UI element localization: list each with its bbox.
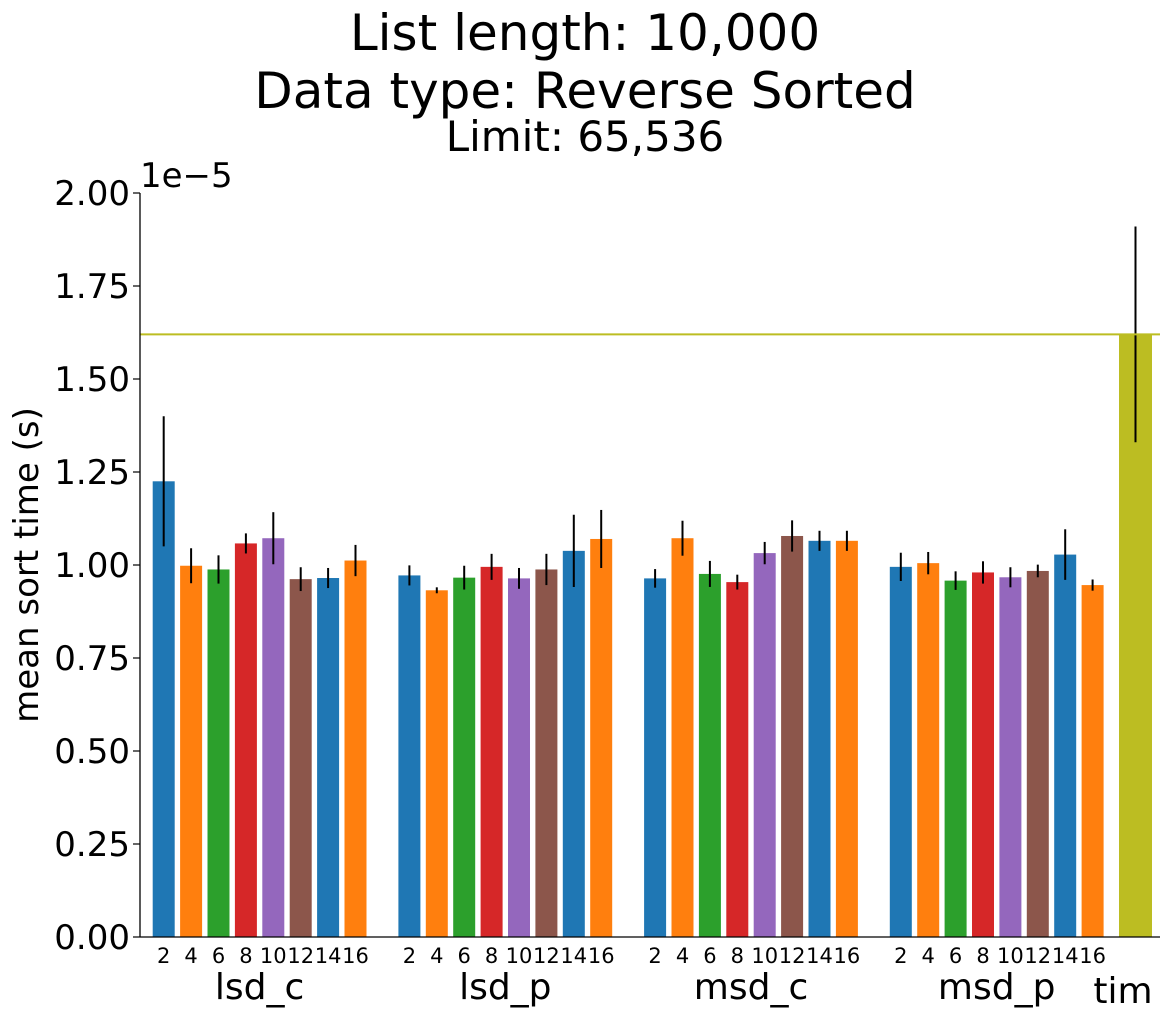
- bar-msd_p-12: [1026, 570, 1049, 937]
- bar-msd_p-14: [1054, 554, 1077, 937]
- x-sublabel: 12: [533, 944, 560, 968]
- error-bars: [162, 226, 1137, 594]
- x-sublabel: 2: [403, 944, 416, 968]
- x-sublabel: 8: [976, 944, 989, 968]
- x-sublabel: 8: [731, 944, 744, 968]
- x-sublabel: 2: [157, 944, 170, 968]
- bar-msd_c-2: [644, 578, 667, 937]
- bar-lsd_p-16: [590, 538, 613, 937]
- x-sublabel: 8: [239, 944, 252, 968]
- bar-lsd_c-14: [317, 578, 340, 937]
- x-sublabel: 2: [894, 944, 907, 968]
- x-group-label-msd_c: msd_c: [694, 967, 808, 1008]
- bar-lsd_p-2: [398, 575, 421, 937]
- bar-lsd_c-6: [207, 569, 230, 937]
- bar-lsd_c-10: [262, 538, 285, 937]
- bar-lsd_p-4: [425, 590, 448, 937]
- x-sublabel: 8: [485, 944, 498, 968]
- x-sublabel: 6: [212, 944, 225, 968]
- x-sublabel: 6: [458, 944, 471, 968]
- bar-lsd_c-16: [344, 560, 367, 937]
- y-tick-label: 2.00: [54, 174, 130, 214]
- x-sublabel: 4: [430, 944, 443, 968]
- chart-title-line-1: List length: 10,000: [350, 4, 820, 62]
- x-sublabel: 12: [779, 944, 806, 968]
- y-offset-label: 1e−5: [140, 156, 233, 196]
- y-axis-label: mean sort time (s): [7, 407, 47, 723]
- bar-msd_p-8: [972, 572, 994, 937]
- bar-msd_p-16: [1081, 585, 1104, 937]
- y-tick-label: 0.75: [54, 639, 130, 679]
- x-sublabel: 12: [1024, 944, 1051, 968]
- bar-msd_c-4: [671, 538, 694, 937]
- x-sublabel: 10: [997, 944, 1024, 968]
- x-group-label-lsd_c: lsd_c: [215, 967, 304, 1008]
- bar-msd_p-6: [944, 580, 967, 937]
- bar-lsd_p-6: [453, 577, 476, 937]
- x-sublabel: 10: [506, 944, 533, 968]
- x-sublabel: 4: [922, 944, 935, 968]
- x-sublabel: 14: [560, 944, 587, 968]
- x-sublabel: 16: [342, 944, 369, 968]
- y-tick-label: 1.25: [54, 453, 130, 493]
- bar-lsd_c-12: [289, 579, 312, 937]
- x-sublabel: 6: [703, 944, 716, 968]
- chart-subtitle: Limit: 65,536: [446, 112, 725, 161]
- bar-msd_c-14: [808, 540, 831, 937]
- y-tick-label: 1.75: [54, 267, 130, 307]
- bar-msd_p-4: [917, 563, 940, 937]
- x-group-label-msd_p: msd_p: [938, 967, 1056, 1008]
- bar-lsd_c-8: [234, 543, 257, 937]
- x-sublabel: 12: [287, 944, 314, 968]
- bar-msd_c-6: [698, 573, 721, 937]
- x-group-label-lsd_p: lsd_p: [459, 967, 551, 1008]
- bars: [152, 334, 1152, 937]
- bar-msd_c-8: [726, 582, 749, 937]
- y-tick-label: 0.25: [54, 825, 130, 865]
- x-sublabel: 6: [949, 944, 962, 968]
- chart-title-line-2: Data type: Reverse Sorted: [254, 62, 916, 120]
- x-sublabel: 10: [260, 944, 287, 968]
- x-sublabel: 2: [648, 944, 661, 968]
- y-tick-label: 1.50: [54, 360, 130, 400]
- bar-msd_p-10: [999, 577, 1022, 937]
- bar-lsd_c-2: [152, 481, 175, 937]
- x-group-label-tim: tim: [1093, 971, 1152, 1012]
- x-sublabel: 14: [315, 944, 342, 968]
- bar-lsd_p-10: [508, 578, 530, 937]
- x-sublabel: 16: [834, 944, 861, 968]
- bar-lsd_p-14: [562, 550, 585, 937]
- x-sublabel: 16: [588, 944, 615, 968]
- bar-msd_c-10: [753, 553, 776, 937]
- y-tick-label: 0.00: [54, 918, 130, 958]
- bar-lsd_p-8: [480, 566, 503, 937]
- bar-msd_c-12: [781, 535, 804, 937]
- bar-msd_c-16: [835, 540, 858, 937]
- y-tick-label: 0.50: [54, 732, 130, 772]
- x-sublabel: 16: [1079, 944, 1106, 968]
- x-sublabel: 4: [184, 944, 197, 968]
- bar-msd_p-2: [889, 566, 912, 937]
- y-tick-label: 1.00: [54, 546, 130, 586]
- x-sublabel: 14: [1052, 944, 1079, 968]
- bar-lsd_c-4: [180, 565, 203, 937]
- x-sublabel: 4: [676, 944, 689, 968]
- x-sublabel: 10: [751, 944, 778, 968]
- bar-lsd_p-12: [535, 569, 558, 937]
- y-ticks: 0.00 0.25 0.50 0.75 1.00 1.25 1.50 1.75 2.00: [54, 174, 140, 958]
- x-sublabel: 14: [806, 944, 833, 968]
